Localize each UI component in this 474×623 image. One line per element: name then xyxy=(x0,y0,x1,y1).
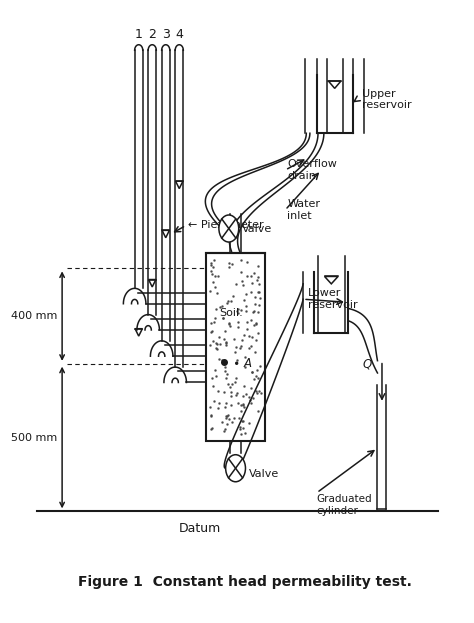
Text: Figure 1  Constant head permeability test.: Figure 1 Constant head permeability test… xyxy=(78,575,411,589)
Text: Valve: Valve xyxy=(248,469,279,479)
Text: $Q$: $Q$ xyxy=(362,357,373,371)
Text: Valve: Valve xyxy=(242,224,272,234)
Text: 4: 4 xyxy=(175,28,183,41)
Text: $\bullet$ $A$: $\bullet$ $A$ xyxy=(232,356,252,369)
Text: 2: 2 xyxy=(148,28,156,41)
Text: Upper
reservoir: Upper reservoir xyxy=(362,88,411,110)
Text: Water
inlet: Water inlet xyxy=(287,199,320,221)
Text: Soil.: Soil. xyxy=(219,308,243,318)
Bar xyxy=(206,253,265,440)
Text: 500 mm: 500 mm xyxy=(11,432,58,442)
Text: 1: 1 xyxy=(135,28,143,41)
Circle shape xyxy=(219,215,239,242)
Text: ← Piezometer: ← Piezometer xyxy=(188,221,264,231)
Text: Graduated
cylinder: Graduated cylinder xyxy=(317,494,372,516)
Text: 400 mm: 400 mm xyxy=(11,311,58,321)
Circle shape xyxy=(226,455,246,482)
Text: Lower
reservoir: Lower reservoir xyxy=(308,288,357,310)
Text: Overflow
drain: Overflow drain xyxy=(287,159,337,181)
Text: 3: 3 xyxy=(162,28,170,41)
Text: Datum: Datum xyxy=(178,522,221,535)
